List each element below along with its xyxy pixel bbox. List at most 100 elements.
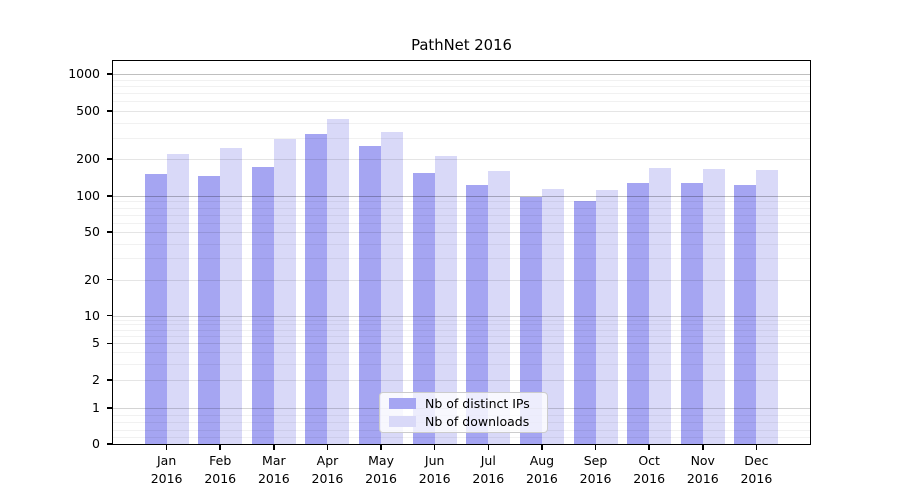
y-axis-tick-label: 0 xyxy=(92,436,100,451)
bar-distinct-ips xyxy=(573,201,596,444)
x-axis-tick-mark xyxy=(541,445,543,450)
gridline xyxy=(113,196,810,197)
gridline xyxy=(113,380,810,382)
y-axis-tick-mark xyxy=(107,195,112,197)
x-axis-tick-label: Oct 2016 xyxy=(633,453,666,486)
bar-distinct-ips xyxy=(466,185,489,444)
bar-downloads xyxy=(166,154,189,444)
x-axis-tick-mark xyxy=(433,445,436,450)
bar-downloads xyxy=(381,131,404,444)
legend: Nb of distinct IPs Nb of downloads xyxy=(379,392,548,433)
y-axis-tick-mark xyxy=(107,342,112,345)
y-axis-tick-mark xyxy=(107,443,112,445)
chart-title: PathNet 2016 xyxy=(411,37,512,54)
y-axis-tick-mark xyxy=(107,109,112,112)
y-axis-tick-label: 50 xyxy=(84,223,100,239)
gridline xyxy=(113,352,810,354)
y-axis-tick-label: 100 xyxy=(76,188,100,203)
x-axis-tick-label: Jan 2016 xyxy=(150,453,183,486)
x-axis-tick-mark xyxy=(165,445,168,450)
gridline xyxy=(113,92,810,94)
gridline xyxy=(113,222,810,224)
x-axis-tick-mark xyxy=(273,445,275,450)
gridline xyxy=(113,343,810,345)
bar-downloads xyxy=(702,169,725,444)
bar-downloads xyxy=(756,170,779,444)
bar-distinct-ips xyxy=(144,173,167,444)
x-axis-tick-label: Apr 2016 xyxy=(311,453,344,486)
legend-swatch-downloads-icon xyxy=(389,416,416,427)
y-axis-tick-mark xyxy=(107,407,112,409)
bar-downloads xyxy=(595,189,618,444)
bar-downloads xyxy=(488,170,511,444)
gridline xyxy=(113,101,810,103)
x-axis-tick-label: Feb 2016 xyxy=(204,453,237,486)
bar-distinct-ips xyxy=(734,185,757,444)
x-axis-tick-label: Mar 2016 xyxy=(257,453,290,486)
x-axis-tick-mark xyxy=(701,445,704,450)
gridline xyxy=(113,137,810,139)
bar-distinct-ips xyxy=(680,183,703,444)
x-axis-tick-label: May 2016 xyxy=(365,453,397,486)
gridline xyxy=(113,436,810,438)
gridline xyxy=(113,122,810,124)
legend-swatch-distinct-ips-icon xyxy=(389,398,416,409)
y-axis-tick-label: 200 xyxy=(76,151,100,167)
x-axis-tick-label: Jul 2016 xyxy=(472,453,505,486)
bar-distinct-ips xyxy=(412,173,435,444)
bar-distinct-ips xyxy=(359,146,382,444)
x-axis-tick-mark xyxy=(755,445,758,450)
bar-downloads xyxy=(273,138,296,444)
y-axis-tick-label: 20 xyxy=(84,271,100,287)
x-axis-tick-mark xyxy=(594,445,597,450)
x-axis-tick-mark xyxy=(648,445,650,450)
gridline xyxy=(113,319,810,321)
gridline xyxy=(113,231,810,233)
gridline xyxy=(113,324,810,326)
bar-distinct-ips xyxy=(305,134,328,444)
y-axis-tick-mark xyxy=(107,314,112,317)
gridline xyxy=(113,363,810,365)
y-axis-tick-label: 500 xyxy=(76,102,100,118)
y-axis-tick-mark xyxy=(107,231,112,233)
bar-downloads xyxy=(649,167,672,444)
x-axis-tick-label: Dec 2016 xyxy=(740,453,773,486)
legend-label-distinct-ips: Nb of distinct IPs xyxy=(425,396,530,411)
gridline xyxy=(113,201,810,203)
gridline xyxy=(113,74,810,75)
bar-distinct-ips xyxy=(251,166,274,444)
bar-downloads xyxy=(327,118,350,444)
gridline xyxy=(113,214,810,216)
x-axis-tick-label: Sep 2016 xyxy=(579,453,612,486)
y-axis-tick-mark xyxy=(107,278,112,281)
bar-downloads xyxy=(541,189,564,444)
x-axis-tick-mark xyxy=(487,445,490,450)
y-axis-tick-label: 1 xyxy=(92,400,100,415)
x-axis-tick-label: Nov 2016 xyxy=(686,453,719,486)
gridline xyxy=(113,279,810,281)
y-axis-tick-mark xyxy=(107,158,112,161)
y-axis-tick-label: 5 xyxy=(92,335,100,351)
legend-label-downloads: Nb of downloads xyxy=(425,414,530,429)
gridline xyxy=(113,85,810,87)
gridline xyxy=(113,79,810,81)
bar-downloads xyxy=(434,156,457,444)
gridline xyxy=(113,207,810,209)
bar-distinct-ips xyxy=(198,175,221,444)
y-axis-tick-mark xyxy=(107,379,112,381)
x-axis-tick-mark xyxy=(380,445,382,450)
gridline xyxy=(113,243,810,245)
bar-distinct-ips xyxy=(519,196,542,444)
gridline xyxy=(113,159,810,161)
gridline xyxy=(113,329,810,331)
bar-downloads xyxy=(220,148,243,444)
x-axis-tick-mark xyxy=(326,445,329,450)
y-axis-tick-label: 2 xyxy=(92,372,100,388)
gridline xyxy=(113,110,810,112)
x-axis-tick-mark xyxy=(219,445,222,450)
gridline xyxy=(113,336,810,338)
gridline xyxy=(113,315,810,317)
y-axis-tick-label: 1000 xyxy=(68,66,100,81)
x-axis-tick-label: Jun 2016 xyxy=(418,453,451,486)
